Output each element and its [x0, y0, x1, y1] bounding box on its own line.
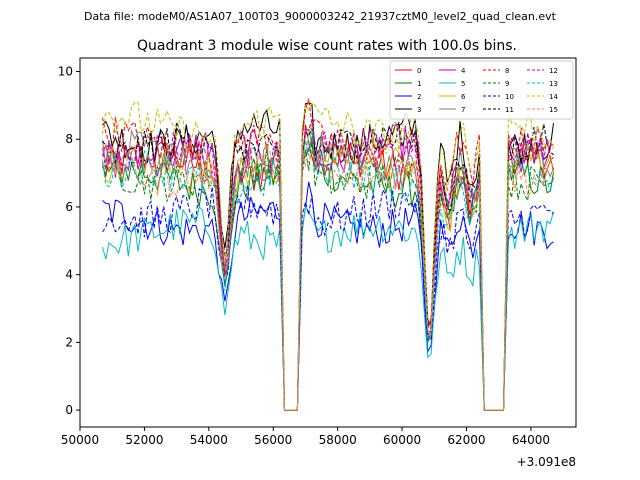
legend-label: 0	[417, 67, 421, 75]
legend-label: 10	[505, 93, 514, 101]
x-offset-label: +3.091e8	[517, 455, 576, 469]
legend-label: 6	[461, 93, 466, 101]
series-line-3	[102, 102, 554, 411]
x-tick-label: 62000	[447, 433, 485, 447]
series-line-15	[102, 142, 554, 411]
series-layer	[102, 98, 554, 411]
x-tick-label: 60000	[383, 433, 421, 447]
legend-label: 15	[549, 106, 558, 114]
x-tick-label: 56000	[254, 433, 292, 447]
series-line-14	[102, 101, 554, 411]
data-file-label: Data file: modeM0/AS1A07_100T03_90000032…	[84, 10, 557, 23]
series-line-10	[102, 185, 554, 411]
x-axis: 50000 52000 54000 56000 58000 60000 62000 64000	[61, 427, 550, 447]
legend-label: 11	[505, 106, 514, 114]
y-tick-label: 8	[65, 132, 73, 146]
legend-label: 7	[461, 106, 465, 114]
legend-label: 13	[549, 80, 558, 88]
legend-label: 3	[417, 106, 421, 114]
legend-label: 14	[549, 93, 558, 101]
legend-label: 5	[461, 80, 465, 88]
y-tick-label: 4	[65, 268, 73, 282]
legend-label: 12	[549, 67, 558, 75]
legend-label: 9	[505, 80, 509, 88]
series-line-5	[102, 205, 554, 411]
x-tick-label: 50000	[61, 433, 99, 447]
x-tick-label: 52000	[125, 433, 163, 447]
plot-frame	[79, 57, 577, 428]
legend-label: 1	[417, 80, 421, 88]
series-line-8	[102, 98, 554, 411]
x-tick-label: 54000	[190, 433, 228, 447]
x-tick-label: 64000	[512, 433, 550, 447]
series-line-13	[102, 130, 554, 411]
y-tick-label: 10	[58, 65, 73, 79]
x-tick-label: 58000	[319, 433, 357, 447]
y-axis: 0 2 4 6 8 10	[58, 65, 80, 417]
legend-label: 8	[505, 67, 509, 75]
series-line-9	[102, 139, 554, 411]
legend-label: 2	[417, 93, 421, 101]
chart-title: Quadrant 3 module wise count rates with …	[137, 38, 517, 54]
y-tick-label: 2	[65, 335, 73, 349]
y-tick-label: 0	[65, 403, 73, 417]
y-tick-label: 6	[65, 200, 73, 214]
series-line-12	[102, 119, 554, 411]
legend-box	[389, 60, 574, 120]
legend-label: 4	[461, 67, 466, 75]
series-line-11	[102, 120, 554, 411]
